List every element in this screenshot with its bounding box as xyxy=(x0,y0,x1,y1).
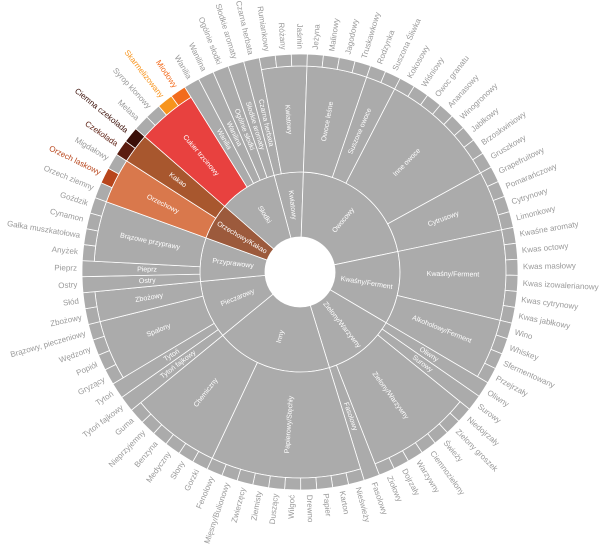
leaf-segment xyxy=(501,226,517,246)
leaf-segment xyxy=(504,274,519,292)
leaf-segment xyxy=(82,291,98,310)
leaf-segment xyxy=(321,54,340,70)
segment-label: Papierowy/Stęchły xyxy=(284,395,295,453)
leaf-label: Wanilia xyxy=(173,54,194,81)
leaf-segment xyxy=(330,472,350,488)
leaf-segment xyxy=(503,242,519,261)
leaf-label: Fasolowy xyxy=(370,481,390,516)
segment xyxy=(227,60,275,179)
leaf-label: Gałka muszkatołowa xyxy=(6,219,81,240)
leaf-segment xyxy=(315,475,334,490)
leaf-label: Goździk xyxy=(59,190,90,208)
leaf-label: Kwaśne aromaty xyxy=(519,220,579,239)
leaf-segment xyxy=(252,472,271,489)
leaf-segment xyxy=(284,477,302,491)
leaf-label: Świeży xyxy=(441,439,464,464)
leaf-label: Whiskey xyxy=(508,343,539,362)
segment-label: Ostry xyxy=(139,277,157,285)
leaf-label: Zbożowy xyxy=(49,313,82,328)
leaf-label: Ziołowy xyxy=(385,475,404,503)
leaf-segment xyxy=(268,475,286,490)
segment-label: Inny xyxy=(276,329,287,344)
leaf-label: Wino xyxy=(514,328,535,342)
leaf-label: Wędzony xyxy=(58,345,92,365)
leaf-label: Wanilina xyxy=(187,41,208,73)
leaf-label: Ziemisty xyxy=(250,490,264,521)
leaf-label: Malinowy xyxy=(327,18,341,52)
leaf-label: Guma xyxy=(113,416,136,438)
leaf-label: Kwas masłowy xyxy=(523,261,576,271)
segment-label: Kwiatowy xyxy=(283,104,292,135)
leaf-label: Dojrzały xyxy=(400,467,421,497)
leaf-label: Nieświeży xyxy=(354,486,372,523)
leaf-label: Papier xyxy=(321,493,333,517)
leaf-label: Kwas izowalerianowy xyxy=(522,279,598,292)
leaf-label: Drewno xyxy=(305,495,315,523)
leaf-label: Cytrynowy xyxy=(510,186,548,206)
leaf-label: Kwas octowy xyxy=(522,241,569,254)
leaf-label: Oliwny xyxy=(486,388,511,409)
leaf-label: Fenolowy xyxy=(195,475,217,510)
leaf-label: Jagodowy xyxy=(344,18,361,55)
leaf-label: Słód xyxy=(62,297,79,308)
leaf-segment xyxy=(306,53,324,68)
segment-label: Zbożowy xyxy=(135,292,164,304)
leaf-label: Jeżyna xyxy=(311,23,322,49)
leaf-label: Skarmelizowany xyxy=(122,48,165,99)
leaf-label: Jaśmin xyxy=(295,24,304,49)
segment-label: Kwiatowy xyxy=(287,190,297,221)
leaf-label: Kwas cytrynowy xyxy=(521,295,579,311)
leaf-segment xyxy=(258,54,278,71)
leaf-segment xyxy=(502,289,518,308)
leaf-label: Tytoń xyxy=(94,389,115,407)
segment-label: Pieprz xyxy=(137,266,157,273)
leaf-label: Anyżek xyxy=(51,245,79,256)
leaf-label: Pieprz xyxy=(54,263,77,272)
leaf-segment xyxy=(300,476,318,491)
leaf-label: Karton xyxy=(338,490,351,515)
leaf-segment xyxy=(505,258,519,276)
leaf-label: Wilgoć xyxy=(287,495,297,519)
segment-label: Kwaśny/Ferment xyxy=(427,271,480,279)
leaf-label: Zwierzęcy xyxy=(230,487,248,524)
leaf-segment xyxy=(81,244,97,262)
leaf-label: Gorzki xyxy=(183,468,202,493)
leaf-label: Duszący xyxy=(268,493,280,524)
leaf-segment xyxy=(84,306,101,326)
leaf-label: Słony xyxy=(169,459,187,481)
leaf-label: Rodzynka xyxy=(375,28,396,65)
leaf-segment xyxy=(274,53,293,68)
leaf-label: Kwas jabłkowy xyxy=(518,312,571,331)
leaf-segment xyxy=(290,53,308,67)
leaf-segment xyxy=(83,228,99,247)
leaf-label: Cynamon xyxy=(49,207,84,224)
leaf-label: Różany xyxy=(277,22,288,50)
leaf-label: Czarna herbata xyxy=(234,0,255,56)
leaf-label: Popiół xyxy=(75,360,99,378)
leaf-label: Rumiankowy xyxy=(256,6,272,53)
leaf-label: Ostry xyxy=(58,280,78,290)
leaf-label: Limonkowy xyxy=(515,204,556,222)
